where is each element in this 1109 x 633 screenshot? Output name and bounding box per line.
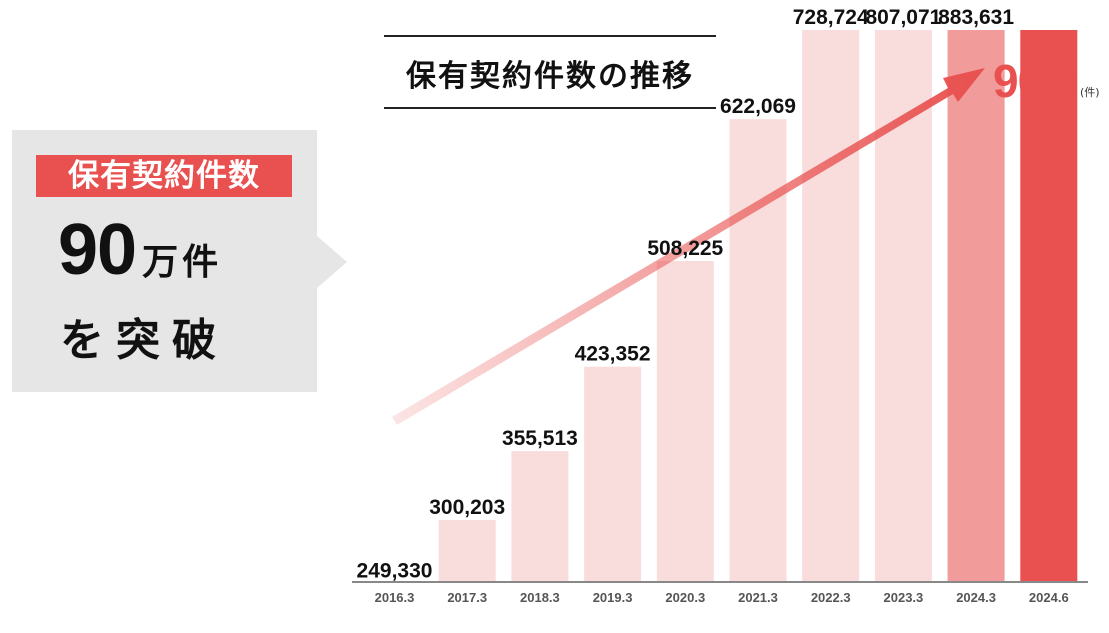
- bar-2024.3: [947, 30, 1005, 582]
- data-label-2018.3: 355,513: [502, 427, 578, 450]
- data-label-2024.3: 883,631: [938, 6, 1014, 29]
- title-rule-bottom: [384, 107, 716, 109]
- data-label-2023.3: 807,071: [865, 6, 941, 29]
- chart-title: 保有契約件数の推移: [406, 59, 694, 94]
- data-label-2020.3: 508,225: [647, 237, 723, 260]
- bar-2019.3: [584, 366, 642, 582]
- callout: 保有契約件数 90 万件 を突破: [0, 0, 360, 420]
- bar-2022.3: [802, 30, 860, 582]
- data-label-2019.3: 423,352: [575, 343, 651, 366]
- x-tick-2022.3: 2022.3: [811, 590, 851, 605]
- bar-2024.6: [1020, 30, 1078, 582]
- x-tick-2020.3: 2020.3: [665, 590, 705, 605]
- ticks-layer: 2016.3 2017.3 2018.3 2019.3 2020.3 2021.3 2022…: [375, 590, 1069, 605]
- highlight-number: 90: [993, 55, 1042, 107]
- labels-layer: 249,330 300,203 355,513 423,352 508,225 622,0…: [357, 6, 1015, 582]
- x-tick-2021.3: 2021.3: [738, 590, 778, 605]
- x-tick-2023.3: 2023.3: [884, 590, 924, 605]
- data-label-2022.3: 728,724: [793, 6, 869, 29]
- bar-2023.3: [874, 30, 932, 582]
- callout-badge: 保有契約件数: [36, 155, 292, 197]
- x-tick-2017.3: 2017.3: [447, 590, 487, 605]
- callout-unit: 万件: [142, 242, 223, 283]
- x-tick-2024.6: 2024.6: [1029, 590, 1069, 605]
- highlight-unit: 万: [1047, 69, 1077, 104]
- bar-2017.3: [438, 520, 496, 582]
- x-tick-2024.3: 2024.3: [956, 590, 996, 605]
- bar-2020.3: [656, 261, 714, 582]
- title-rule-top: [384, 35, 716, 37]
- callout-number: 90: [58, 210, 137, 290]
- data-label-2021.3: 622,069: [720, 95, 796, 118]
- callout-suffix: を突破: [60, 315, 228, 366]
- highlight-label: 90 万 (件): [993, 55, 1100, 107]
- highlight-sub: (件): [1080, 86, 1100, 99]
- callout-value: 90 万件: [58, 208, 298, 292]
- x-tick-2018.3: 2018.3: [520, 590, 560, 605]
- trend-arrow: [392, 68, 985, 425]
- bar-2021.3: [729, 119, 787, 582]
- callout-pointer: [317, 236, 347, 288]
- x-tick-2019.3: 2019.3: [593, 590, 633, 605]
- chart-title-block: 保有契約件数の推移: [384, 35, 716, 109]
- x-tick-2016.3: 2016.3: [375, 590, 415, 605]
- data-label-2017.3: 300,203: [429, 496, 505, 519]
- bar-2018.3: [511, 451, 569, 582]
- data-label-2016.3: 249,330: [357, 559, 433, 582]
